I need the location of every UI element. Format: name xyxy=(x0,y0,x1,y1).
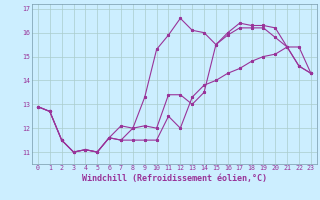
X-axis label: Windchill (Refroidissement éolien,°C): Windchill (Refroidissement éolien,°C) xyxy=(82,174,267,183)
